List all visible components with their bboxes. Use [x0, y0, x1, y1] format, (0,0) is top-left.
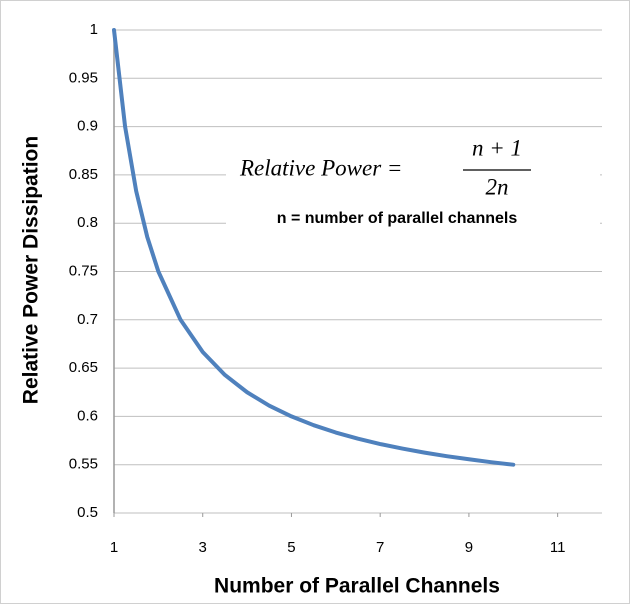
y-tick-label: 0.75: [69, 262, 98, 279]
annotation-box: [226, 138, 600, 238]
equation-denominator: 2n: [486, 174, 509, 199]
y-tick-label: 0.6: [77, 407, 98, 424]
line: [112, 28, 516, 467]
y-tick-label: 0.9: [77, 118, 98, 135]
y-tick-label: 0.95: [69, 69, 98, 86]
y-tick-label: 0.85: [69, 166, 98, 183]
y-tick-label: 0.5: [77, 504, 98, 521]
x-tick-label: 3: [199, 539, 207, 556]
x-tick-label: 7: [376, 539, 384, 556]
y-tick-label: 1: [90, 21, 98, 38]
equation-numerator: n + 1: [472, 135, 522, 160]
y-axis-title: Relative Power Dissipation: [20, 136, 43, 404]
x-axis-title: Number of Parallel Channels: [214, 575, 500, 598]
y-tick-label: 0.7: [77, 311, 98, 328]
x-tick-label: 5: [287, 539, 295, 556]
equation-lhs: Relative Power =: [239, 155, 402, 180]
y-tick-label: 0.65: [69, 359, 98, 376]
annotation-note: n = number of parallel channels: [277, 210, 518, 227]
x-tick-label: 9: [465, 539, 473, 556]
y-tick-label: 0.55: [69, 456, 98, 473]
y-tick-label: 0.8: [77, 214, 98, 231]
x-tick-label: 11: [550, 539, 566, 556]
x-tick-label: 1: [110, 539, 118, 556]
